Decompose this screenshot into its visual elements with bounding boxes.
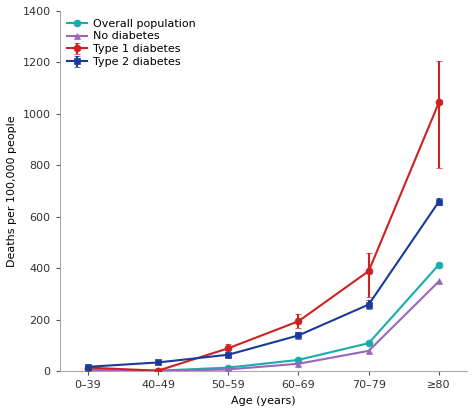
Line: Overall population: Overall population xyxy=(84,261,442,374)
X-axis label: Age (years): Age (years) xyxy=(231,396,296,406)
Overall population xyxy=(296,357,301,362)
Overall population xyxy=(436,262,442,267)
No diabetes xyxy=(155,368,161,373)
Overall population xyxy=(155,368,161,373)
No diabetes xyxy=(226,367,231,372)
Overall population xyxy=(366,341,372,346)
Overall population xyxy=(226,365,231,370)
Overall population xyxy=(85,367,91,372)
Legend: Overall population, No diabetes, Type 1 diabetes, Type 2 diabetes: Overall population, No diabetes, Type 1 … xyxy=(65,17,198,69)
No diabetes xyxy=(85,368,91,373)
No diabetes xyxy=(366,349,372,354)
Y-axis label: Deaths per 100,000 people: Deaths per 100,000 people xyxy=(7,115,17,267)
Line: No diabetes: No diabetes xyxy=(84,278,442,375)
No diabetes xyxy=(296,361,301,366)
No diabetes xyxy=(436,279,442,284)
